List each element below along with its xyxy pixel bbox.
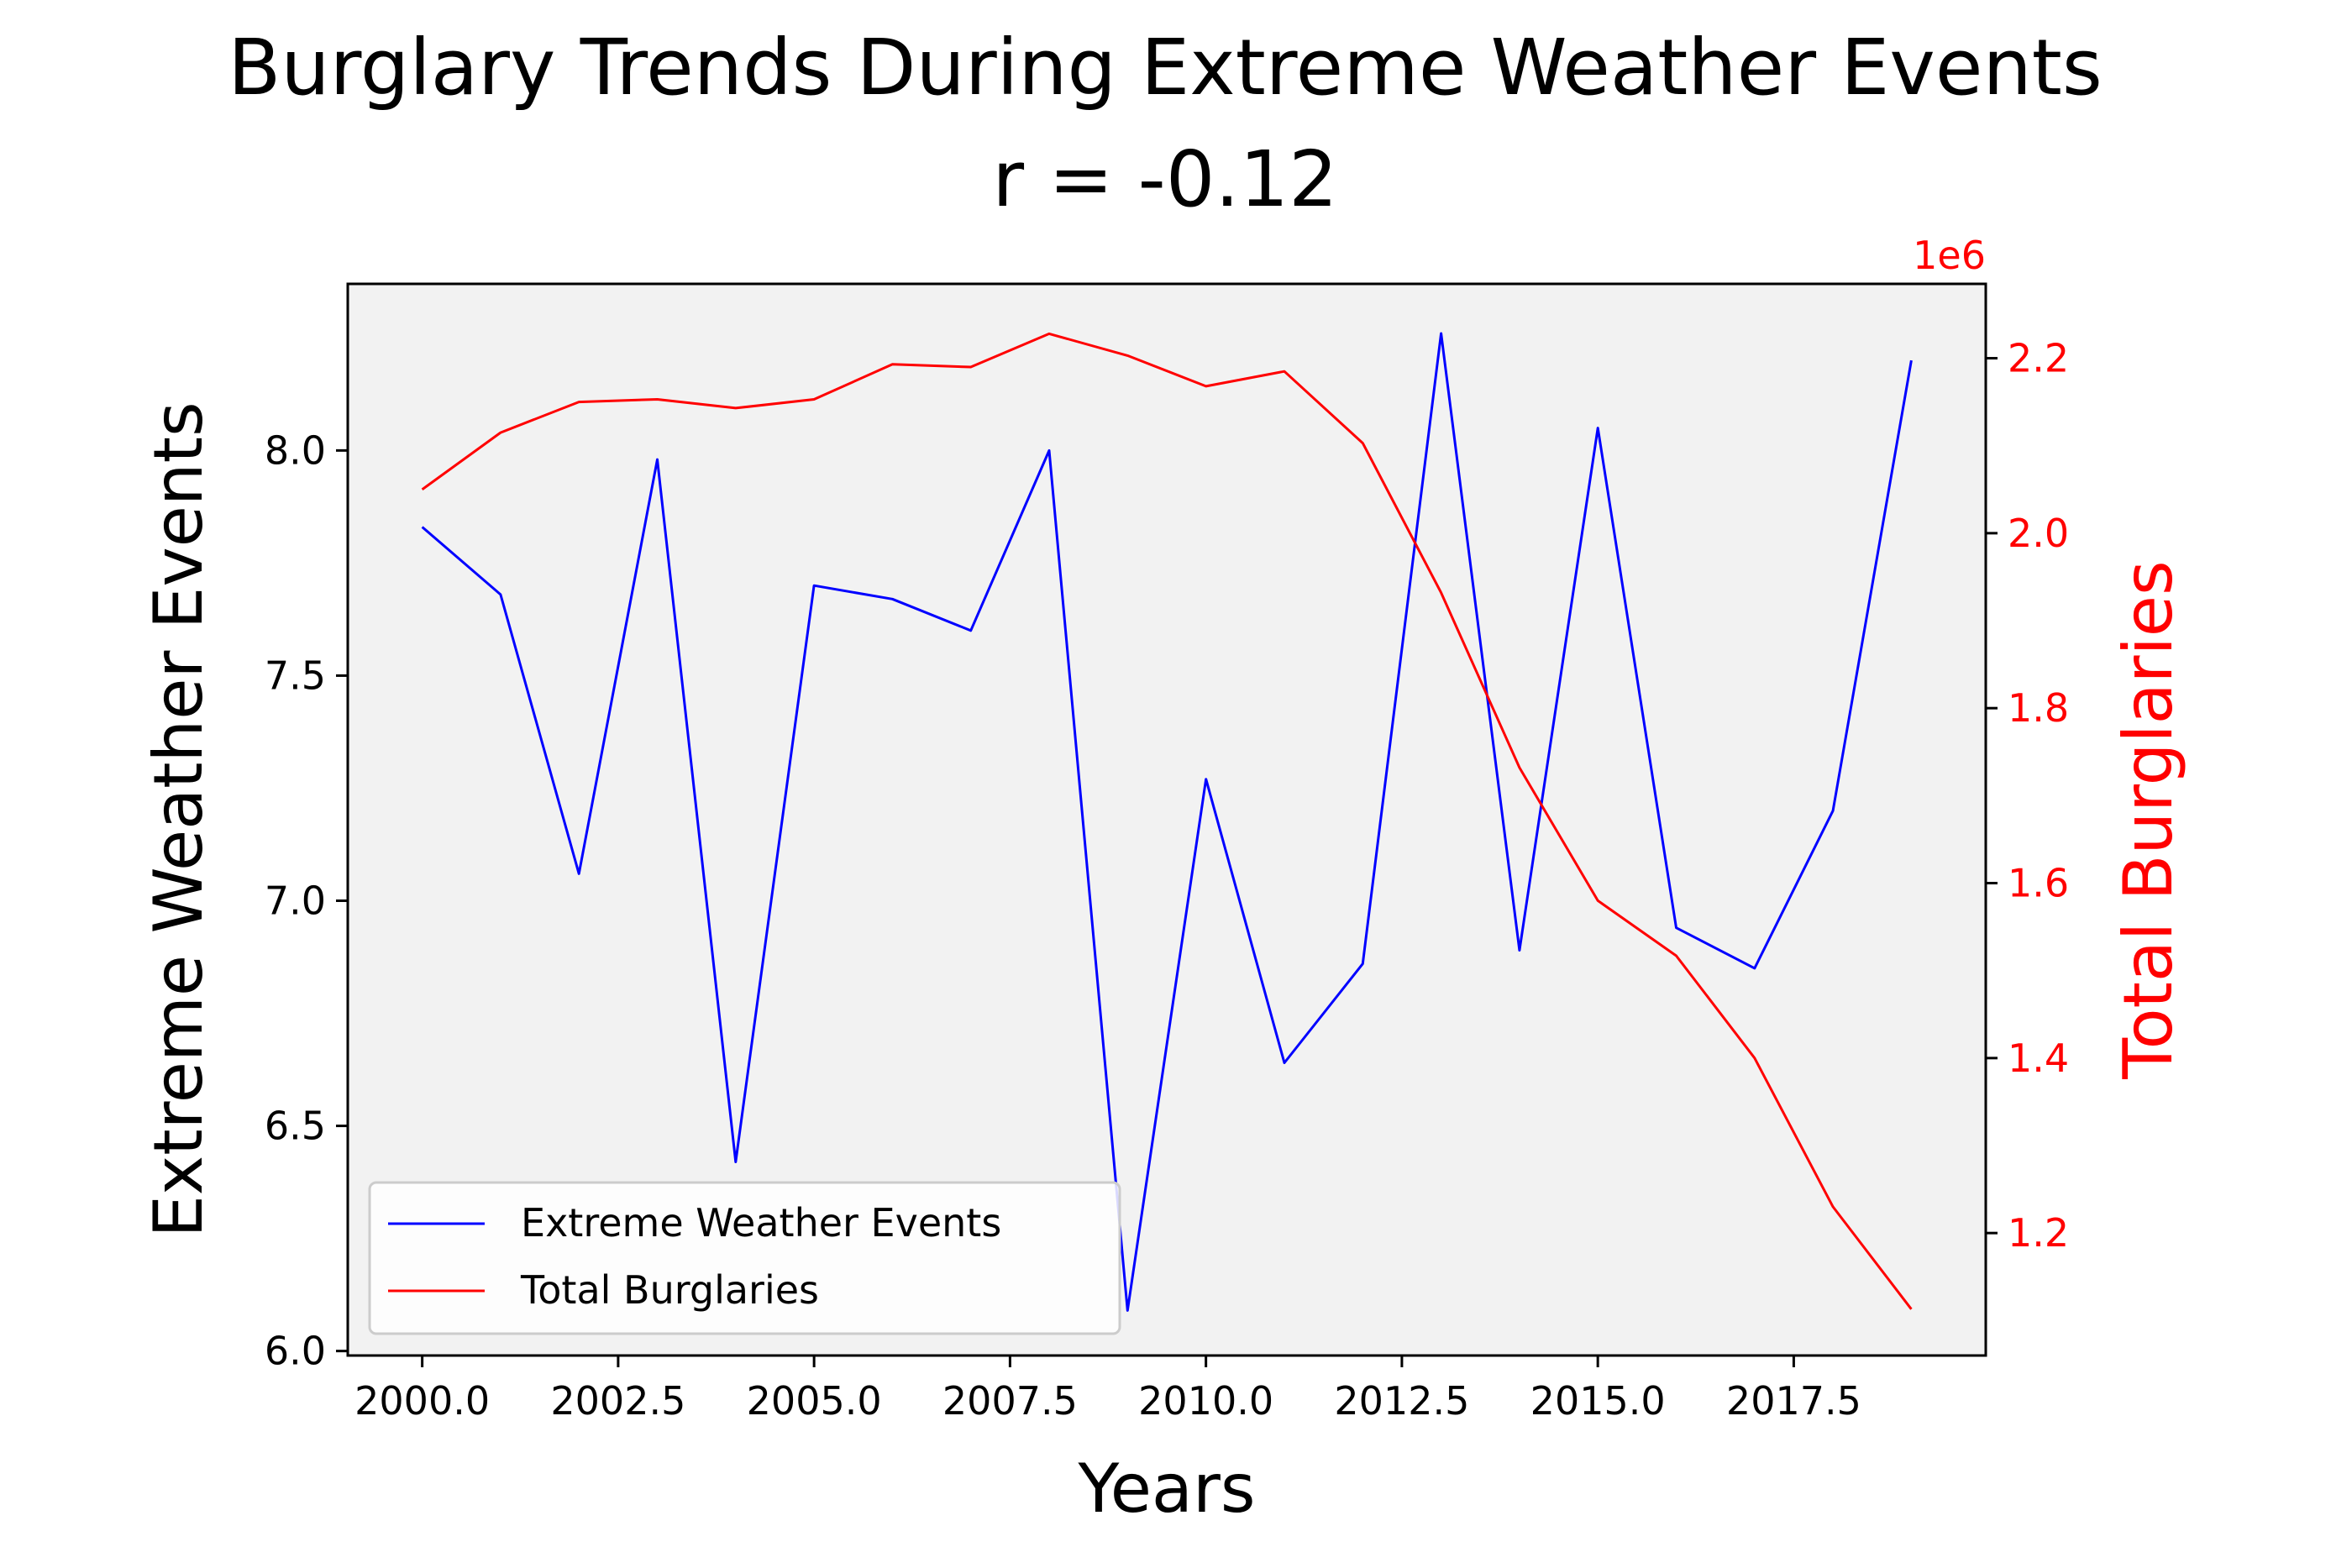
series-line-extreme-weather-events (421, 332, 1913, 1312)
left-y-tick-label: 6.0 (265, 1329, 326, 1374)
series-line-total-burglaries (421, 332, 1913, 1310)
left-y-axis-ticks: 6.0 6.5 7.0 7.5 8.0 (265, 427, 348, 1374)
right-y-tick-label: 2.0 (2008, 511, 2069, 556)
x-tick-label: 2012.5 (1334, 1378, 1469, 1424)
chart-title: Burglary Trends During Extreme Weather E… (228, 23, 2103, 113)
legend-label-total-burglaries: Total Burglaries (520, 1267, 819, 1313)
legend: Extreme Weather Events Total Burglaries (368, 1181, 1121, 1335)
left-y-tick-label: 6.5 (265, 1104, 326, 1149)
right-y-tick-label: 1.4 (2008, 1036, 2069, 1081)
right-y-tick-label: 1.2 (2008, 1210, 2069, 1256)
right-y-axis-ticks: 1.2 1.4 1.6 1.8 2.0 2.2 (1986, 336, 2069, 1256)
x-tick-label: 2017.5 (1726, 1378, 1861, 1424)
left-y-axis-label: Extreme Weather Events (139, 401, 218, 1237)
legend-box (368, 1181, 1121, 1335)
right-axis-offset-label: 1e6 (1913, 233, 1986, 278)
left-y-tick-label: 7.5 (265, 653, 326, 698)
series-lines (421, 332, 1913, 1312)
legend-label-extreme-weather-events: Extreme Weather Events (521, 1200, 1001, 1245)
right-y-tick-label: 2.2 (2008, 336, 2069, 381)
x-axis-label: Years (1077, 1450, 1255, 1528)
x-tick-label: 2010.0 (1138, 1378, 1273, 1424)
left-y-tick-label: 7.0 (265, 878, 326, 924)
right-y-tick-label: 1.8 (2008, 685, 2069, 731)
right-y-tick-label: 1.6 (2008, 861, 2069, 906)
left-y-tick-label: 8.0 (265, 427, 326, 473)
x-tick-label: 2005.0 (747, 1378, 882, 1424)
plot-area (348, 284, 1986, 1356)
x-tick-label: 2015.0 (1530, 1378, 1666, 1424)
chart-subtitle: r = -0.12 (992, 134, 1337, 224)
x-axis-ticks: 2000.0 2002.5 2005.0 2007.5 2010.0 2012.5 2015… (354, 1356, 1861, 1424)
right-y-axis-label: Total Burglaries (2109, 560, 2187, 1079)
x-tick-label: 2002.5 (550, 1378, 685, 1424)
x-tick-label: 2007.5 (942, 1378, 1078, 1424)
x-tick-label: 2000.0 (354, 1378, 490, 1424)
plot-frame (346, 282, 1987, 1357)
